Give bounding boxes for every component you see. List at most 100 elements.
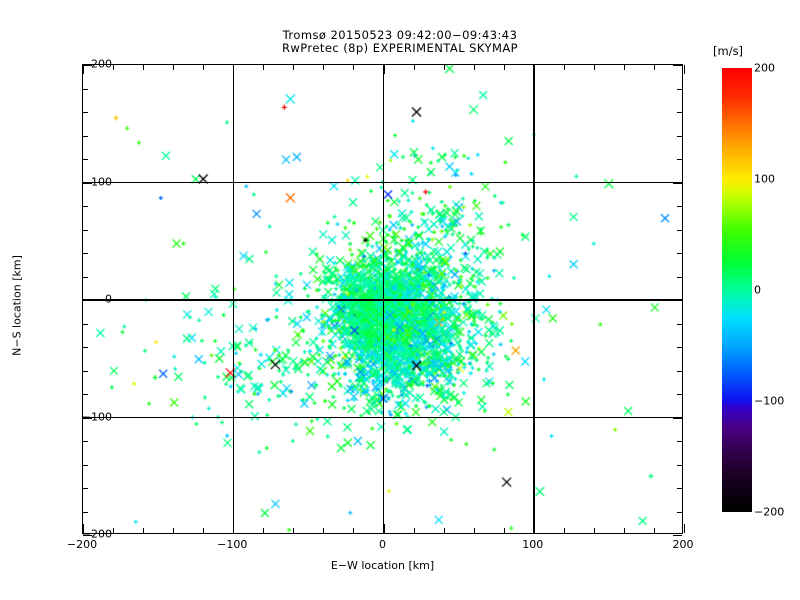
axis-tick (83, 112, 88, 113)
colorbar-units-label: [m/s] (713, 44, 744, 58)
axis-tick (684, 65, 685, 74)
axis-tick (203, 528, 205, 533)
axis-tick (533, 524, 535, 533)
axis-tick (353, 528, 355, 533)
axis-tick (677, 253, 682, 254)
axis-tick (83, 524, 84, 533)
axis-tick (413, 528, 415, 533)
axis-tick (677, 464, 682, 466)
grid-line-horizontal (83, 181, 682, 184)
axis-tick (653, 65, 655, 70)
axis-tick (677, 135, 682, 137)
axis-tick (83, 347, 88, 348)
axis-tick (593, 528, 595, 533)
grid-line-vertical (533, 65, 535, 533)
axis-tick (83, 206, 88, 207)
axis-tick (113, 65, 115, 70)
axis-tick (473, 65, 475, 70)
axis-tick (677, 441, 682, 442)
scatter-canvas-holder (83, 65, 682, 533)
axis-tick (113, 528, 115, 533)
axis-tick (443, 528, 445, 533)
axis-tick (473, 528, 475, 533)
colorbar-tick-label: 100 (754, 172, 775, 186)
axis-tick (677, 276, 682, 278)
axis-tick (83, 535, 92, 536)
axis-tick (503, 65, 505, 70)
axis-tick (623, 65, 625, 70)
axis-tick (677, 88, 682, 90)
axis-tick (677, 229, 682, 231)
axis-tick (623, 528, 625, 533)
axis-tick (323, 528, 325, 533)
axis-tick (83, 300, 92, 301)
axis-tick (143, 65, 145, 70)
axis-tick (673, 182, 682, 184)
x-tick-label: 0 (379, 538, 386, 551)
axis-tick (677, 159, 682, 160)
axis-tick (83, 229, 88, 231)
scatter-points-canvas (83, 65, 682, 533)
y-tick-label: −100 (81, 410, 112, 423)
colorbar-tick-label: −100 (754, 394, 785, 408)
axis-tick (677, 206, 682, 207)
axis-tick (293, 65, 295, 70)
grid-line-vertical (232, 65, 234, 533)
colorbar (722, 68, 752, 512)
axis-tick (353, 65, 355, 70)
axis-tick (684, 524, 685, 533)
x-axis-title: E−W location [km] (330, 559, 435, 572)
axis-tick (83, 135, 88, 137)
axis-tick (203, 65, 205, 70)
axis-tick (83, 276, 88, 278)
axis-tick (83, 182, 92, 184)
axis-tick (263, 528, 265, 533)
axis-tick (677, 370, 682, 372)
axis-tick (83, 253, 88, 254)
grid-line-vertical (382, 65, 385, 533)
axis-tick (173, 528, 175, 533)
axis-tick (323, 65, 325, 70)
figure-title-line1: Tromsø 20150523 09:42:00−09:43:43 (282, 28, 518, 42)
colorbar-tick-label: −200 (754, 505, 785, 519)
grid-line-horizontal (83, 299, 682, 301)
figure-title-line2: RwPretec (8p) EXPERIMENTAL SKYMAP (281, 41, 519, 55)
axis-tick (677, 511, 682, 513)
axis-tick (173, 65, 175, 70)
axis-tick (83, 159, 88, 160)
axis-tick (593, 65, 595, 70)
axis-tick (83, 464, 88, 466)
axis-tick (233, 524, 235, 533)
y-tick-label: −200 (81, 527, 112, 541)
y-tick-label: 200 (91, 57, 112, 71)
axis-tick (383, 524, 385, 533)
axis-tick (413, 65, 415, 70)
axis-tick (83, 394, 88, 395)
x-tick-label: −100 (217, 538, 248, 551)
axis-tick (503, 528, 505, 533)
plot-area (82, 64, 685, 536)
axis-tick (677, 347, 682, 348)
axis-tick (653, 528, 655, 533)
axis-tick (83, 441, 88, 442)
axis-tick (83, 88, 88, 90)
colorbar-tick-label: 200 (754, 61, 775, 75)
x-tick-label: 200 (672, 538, 694, 551)
axis-tick (83, 370, 88, 372)
axis-tick (143, 528, 145, 533)
y-tick-label: 100 (91, 175, 112, 188)
axis-tick (383, 65, 385, 74)
axis-tick (563, 65, 565, 70)
axis-tick (83, 323, 88, 325)
axis-tick (673, 535, 682, 536)
colorbar-tick-label: 0 (754, 283, 761, 297)
axis-tick (83, 65, 92, 66)
axis-tick (83, 488, 88, 489)
axis-tick (233, 65, 235, 74)
axis-tick (677, 323, 682, 325)
axis-tick (563, 528, 565, 533)
axis-tick (293, 528, 295, 533)
x-tick-label: 100 (522, 538, 544, 551)
axis-tick (677, 488, 682, 489)
